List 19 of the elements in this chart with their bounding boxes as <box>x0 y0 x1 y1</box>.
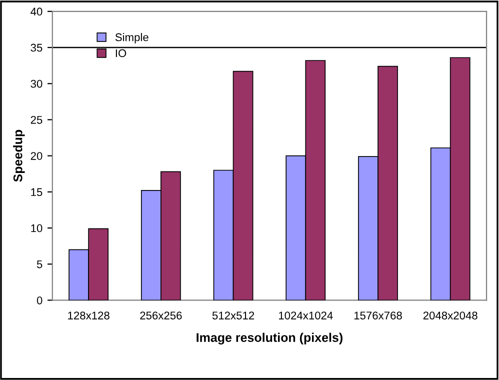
y-tick-label: 15 <box>31 188 42 196</box>
y-tick-label: 25 <box>30 116 42 124</box>
legend-label: IO <box>116 49 126 58</box>
y-tick-label: 30 <box>30 80 42 88</box>
legend-label: Simple <box>115 33 148 44</box>
x-tick-label: 2048x2048 <box>423 312 478 320</box>
x-tick-label: 512x512 <box>212 312 254 320</box>
y-tick-label: 40 <box>30 8 42 16</box>
y-tick-label: 35 <box>30 44 42 52</box>
y-tick-label: 10 <box>31 224 42 232</box>
x-tick-label: 256x256 <box>140 312 182 320</box>
x-axis-title: Image resolution (pixels) <box>196 332 342 344</box>
x-tick-label: 1576x768 <box>354 312 402 320</box>
y-tick-label: 5 <box>36 260 42 268</box>
y-tick-label: 0 <box>36 296 42 304</box>
x-tick-label: 1024x1024 <box>278 312 333 320</box>
x-tick-label: 128x128 <box>68 312 110 320</box>
y-axis-title: Speedup <box>13 130 25 182</box>
y-tick-label: 20 <box>30 152 42 160</box>
